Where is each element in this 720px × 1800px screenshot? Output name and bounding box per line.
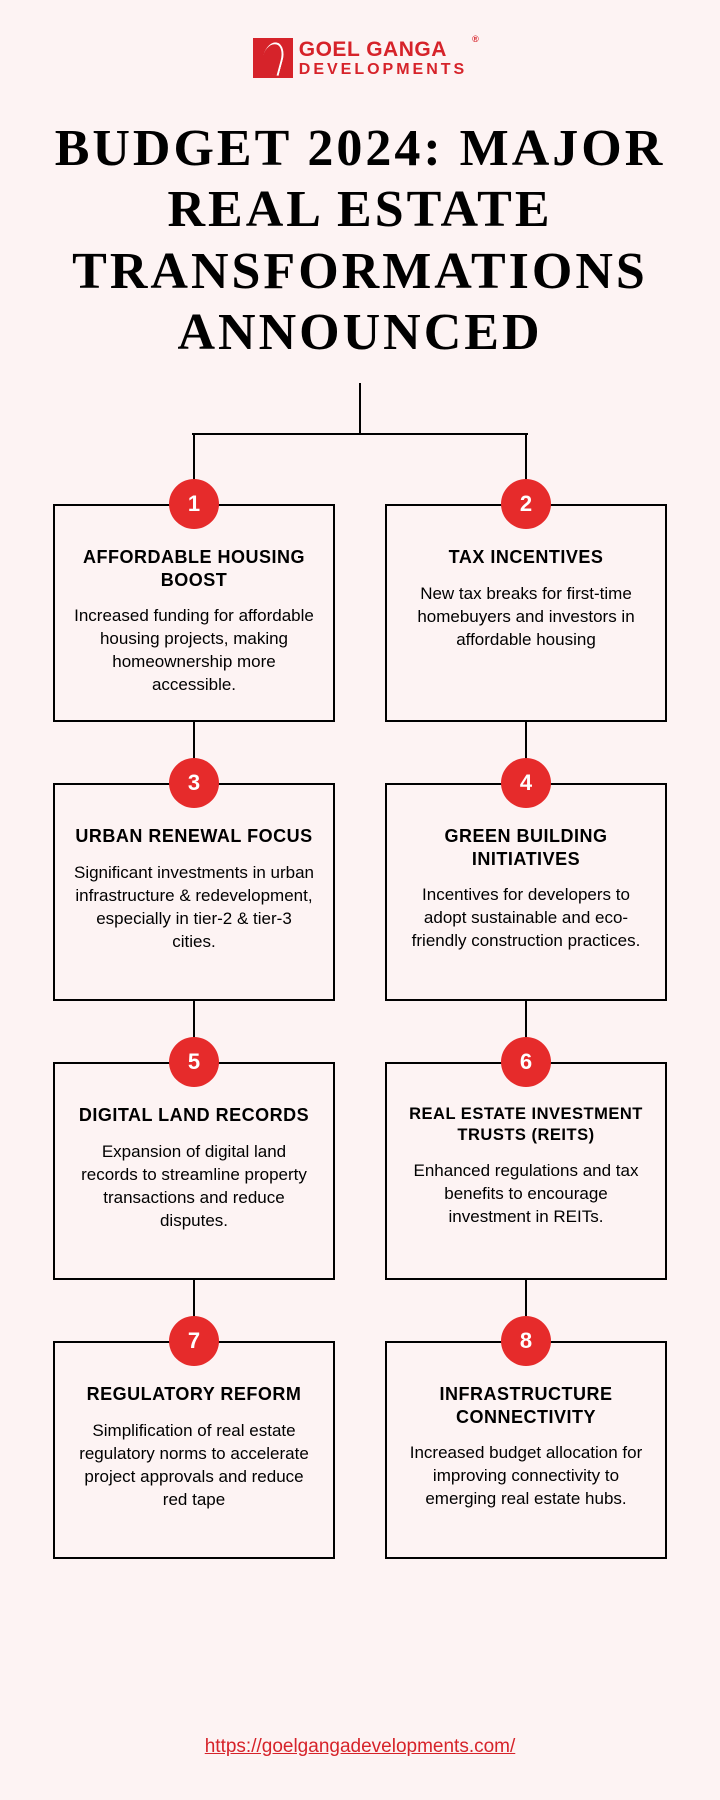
card-body: Increased funding for affordable housing… [73,605,315,697]
card-cell: 6 REAL ESTATE INVESTMENT TRUSTS (REITS) … [385,1041,667,1320]
connector-line [193,1280,195,1320]
cards-row: 3 URBAN RENEWAL FOCUS Significant invest… [0,762,720,1041]
card-body: Expansion of digital land records to str… [73,1141,315,1233]
connector-line [193,1001,195,1041]
brand-logo: GOEL GANGA ® DEVELOPMENTS [0,0,720,78]
card-title: REAL ESTATE INVESTMENT TRUSTS (REITS) [405,1104,647,1145]
card-title: REGULATORY REFORM [73,1383,315,1406]
info-card: URBAN RENEWAL FOCUS Significant investme… [53,783,335,1001]
info-card: AFFORDABLE HOUSING BOOST Increased fundi… [53,504,335,722]
card-title: DIGITAL LAND RECORDS [73,1104,315,1127]
connector-line [193,722,195,762]
cards-grid: 1 AFFORDABLE HOUSING BOOST Increased fun… [0,433,720,1559]
card-body: Increased budget allocation for improvin… [405,1442,647,1511]
info-card: GREEN BUILDING INITIATIVES Incentives fo… [385,783,667,1001]
logo-mark-icon [253,38,293,78]
logo-sub-text: DEVELOPMENTS [299,62,467,78]
connector-line [193,433,195,483]
card-cell: 5 DIGITAL LAND RECORDS Expansion of digi… [53,1041,335,1320]
page-title: BUDGET 2024: MAJOR REAL ESTATE TRANSFORM… [0,118,720,363]
card-title: INFRASTRUCTURE CONNECTIVITY [405,1383,647,1428]
card-body: Incentives for developers to adopt susta… [405,884,647,953]
info-card: TAX INCENTIVES New tax breaks for first-… [385,504,667,722]
info-card: REAL ESTATE INVESTMENT TRUSTS (REITS) En… [385,1062,667,1280]
card-title: URBAN RENEWAL FOCUS [73,825,315,848]
website-link[interactable]: https://goelgangadevelopments.com/ [205,1736,516,1757]
connector-line [525,722,527,762]
cards-row: 1 AFFORDABLE HOUSING BOOST Increased fun… [0,433,720,762]
info-card: REGULATORY REFORM Simplification of real… [53,1341,335,1559]
card-cell: 2 TAX INCENTIVES New tax breaks for firs… [385,433,667,762]
card-body: New tax breaks for first-time homebuyers… [405,583,647,652]
card-cell: 4 GREEN BUILDING INITIATIVES Incentives … [385,762,667,1041]
info-card: DIGITAL LAND RECORDS Expansion of digita… [53,1062,335,1280]
connector-line [525,433,527,483]
card-title: GREEN BUILDING INITIATIVES [405,825,647,870]
card-cell: 7 REGULATORY REFORM Simplification of re… [53,1320,335,1559]
cards-row: 5 DIGITAL LAND RECORDS Expansion of digi… [0,1041,720,1320]
logo-main: GOEL GANGA ® [299,39,467,60]
card-body: Significant investments in urban infrast… [73,862,315,954]
card-body: Enhanced regulations and tax benefits to… [405,1160,647,1229]
card-cell: 8 INFRASTRUCTURE CONNECTIVITY Increased … [385,1320,667,1559]
logo-text: GOEL GANGA ® DEVELOPMENTS [299,39,467,78]
logo-main-text: GOEL GANGA [299,38,447,61]
connector-line [359,383,361,433]
card-body: Simplification of real estate regulatory… [73,1420,315,1512]
footer: https://goelgangadevelopments.com/ [0,1736,720,1758]
card-cell: 1 AFFORDABLE HOUSING BOOST Increased fun… [53,433,335,762]
info-card: INFRASTRUCTURE CONNECTIVITY Increased bu… [385,1341,667,1559]
connector-line [525,1280,527,1320]
cards-row: 7 REGULATORY REFORM Simplification of re… [0,1320,720,1559]
registered-icon: ® [472,35,479,44]
card-cell: 3 URBAN RENEWAL FOCUS Significant invest… [53,762,335,1041]
card-title: AFFORDABLE HOUSING BOOST [73,546,315,591]
card-title: TAX INCENTIVES [405,546,647,569]
connector-line [525,1001,527,1041]
